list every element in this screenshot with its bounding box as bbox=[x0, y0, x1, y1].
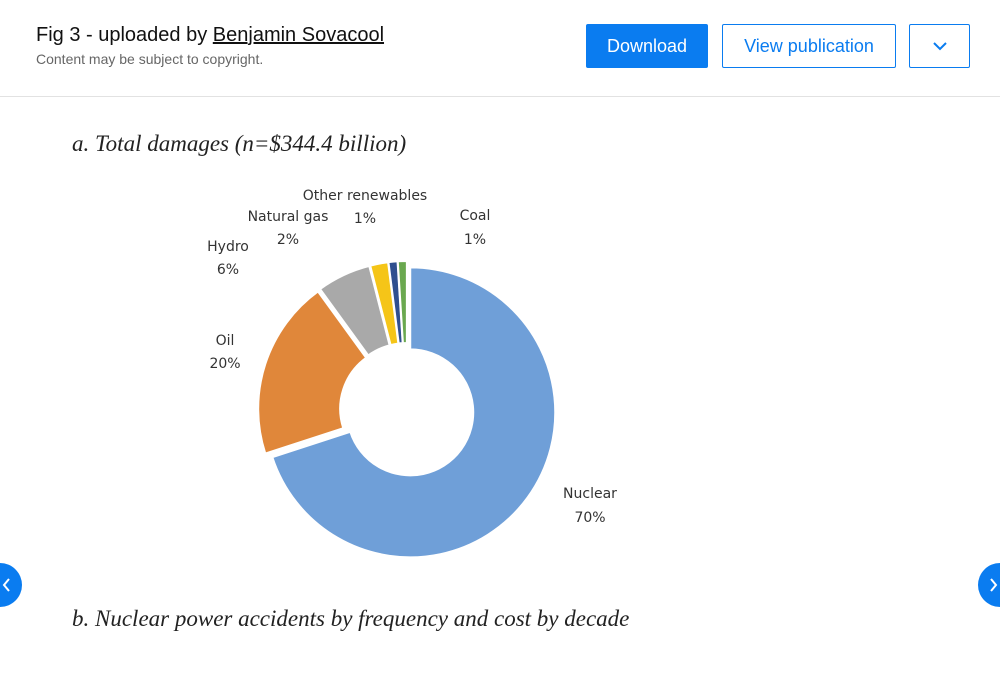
slice-value-label: 1% bbox=[354, 211, 376, 227]
next-heading: b. Nuclear power accidents by frequency … bbox=[72, 606, 629, 631]
chart-title: a. Total damages (n=$344.4 billion) bbox=[72, 131, 406, 156]
figure-title: Fig 3 - uploaded by Benjamin Sovacool bbox=[36, 24, 384, 47]
slice-label: Coal bbox=[460, 208, 491, 224]
donut-slice bbox=[318, 264, 391, 357]
slice-label: Oil bbox=[216, 333, 235, 349]
next-icon bbox=[990, 578, 998, 592]
dropdown-button[interactable] bbox=[909, 24, 970, 68]
donut-slice bbox=[396, 260, 408, 345]
copyright-notice: Content may be subject to copyright. bbox=[36, 51, 264, 67]
prev-button[interactable] bbox=[0, 563, 22, 607]
slice-value-label: 70% bbox=[574, 510, 605, 526]
title-prefix: Fig 3 - uploaded by bbox=[36, 24, 208, 46]
slice-value-label: 1% bbox=[464, 232, 486, 248]
header: Fig 3 - uploaded by Benjamin Sovacool Co… bbox=[0, 0, 1000, 97]
next-button[interactable] bbox=[978, 563, 1000, 607]
view-publication-button[interactable]: View publication bbox=[722, 24, 896, 68]
chart: a. Total damages (n=$344.4 billion) b. N… bbox=[72, 131, 629, 631]
slice-label: Nuclear bbox=[563, 486, 617, 502]
prev-icon bbox=[2, 578, 10, 592]
slice-label: Natural gas bbox=[248, 209, 329, 225]
author-link[interactable]: Benjamin Sovacool bbox=[212, 24, 385, 46]
download-button[interactable]: Download bbox=[586, 24, 708, 68]
chevron-icon bbox=[932, 42, 947, 51]
slice-label: Hydro bbox=[207, 239, 249, 255]
donut-slice bbox=[271, 266, 557, 559]
slice-value-label: 20% bbox=[209, 356, 240, 372]
slice-value-label: 2% bbox=[277, 232, 299, 248]
slice-value-label: 6% bbox=[217, 262, 239, 278]
slice-label: Other renewables bbox=[303, 188, 427, 204]
donut-slice bbox=[257, 290, 368, 455]
